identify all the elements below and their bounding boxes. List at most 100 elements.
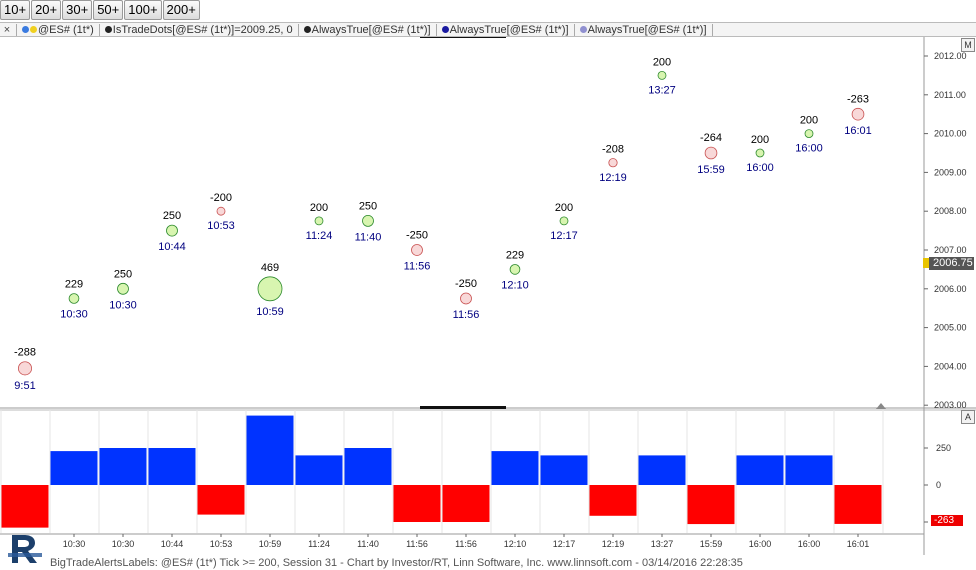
price-axis-label: 2011.00	[934, 90, 966, 100]
trade-time-label: 10:30	[60, 308, 88, 320]
min-size-button-30[interactable]: 30+	[62, 0, 93, 20]
trade-time-label: 12:10	[501, 279, 529, 291]
trade-dot	[460, 292, 472, 305]
min-size-button-50[interactable]: 50+	[93, 0, 124, 20]
trade-dot	[216, 206, 226, 216]
trade-size-label: 200	[653, 56, 671, 68]
min-size-button-100[interactable]: 100+	[124, 0, 162, 20]
volume-bar	[295, 455, 343, 485]
trade-time-label: 11:56	[404, 260, 431, 272]
volume-bar	[246, 415, 294, 485]
trade-size-label: 200	[310, 202, 328, 214]
time-axis-label: 16:01	[847, 539, 870, 549]
close-icon[interactable]: ×	[3, 23, 11, 36]
trade-time-label: 10:59	[256, 306, 284, 318]
time-axis-label: 16:00	[798, 539, 821, 549]
lower-axis-label: 250	[936, 443, 951, 453]
chart[interactable]: 2012.00 2011.00 2010.00 2009.00 2008.00 2007.…	[0, 37, 976, 570]
trade-time-label: 11:40	[355, 231, 382, 243]
trade-size-label: 250	[359, 200, 377, 212]
legend-bar: × @ES# (1t*) IsTradeDots[@ES# (1t*)]=2009…	[0, 22, 976, 37]
trade-size-label: -288	[14, 347, 36, 359]
price-axis-label: 2005.00	[934, 323, 967, 333]
trade-time-label: 13:27	[648, 84, 676, 96]
trade-time-label: 11:24	[306, 230, 333, 242]
trade-size-label: 469	[261, 262, 279, 274]
trade-dot	[657, 71, 667, 80]
time-axis-label: 10:30	[112, 539, 135, 549]
legend-dot-icon	[579, 26, 587, 33]
trade-time-label: 10:44	[158, 241, 186, 253]
volume-bar	[540, 455, 588, 485]
volume-bar	[736, 455, 784, 485]
min-size-button-20[interactable]: 20+	[31, 0, 62, 20]
volume-bar	[1, 485, 49, 528]
trade-size-label: -200	[210, 192, 232, 204]
trade-dot	[559, 216, 569, 226]
legend-item-label: IsTradeDots[@ES# (1t*)]=2009.25, 0	[112, 23, 293, 36]
trade-dot	[117, 282, 129, 295]
sub-pane-button[interactable]: A	[961, 410, 975, 424]
trade-time-label: 10:30	[109, 299, 137, 311]
legend-item-label: AlwaysTrue[@ES# (1t*)]	[311, 23, 431, 36]
legend-item[interactable]: AlwaysTrue[@ES# (1t*)]	[439, 24, 572, 36]
time-axis-label: 10:53	[210, 539, 233, 549]
trade-size-label: -208	[602, 143, 624, 155]
trade-size-label: 200	[555, 202, 573, 214]
time-axis-label: 12:17	[553, 539, 576, 549]
trade-time-label: 12:17	[550, 230, 578, 242]
legend-item-label: AlwaysTrue[@ES# (1t*)]	[449, 23, 569, 36]
trade-dot	[411, 244, 423, 256]
legend-item[interactable]: AlwaysTrue[@ES# (1t*)]	[577, 24, 710, 36]
trade-dot	[851, 107, 865, 121]
trade-time-label: 11:56	[453, 309, 480, 321]
scroll-triangle-icon	[876, 403, 886, 409]
legend-item-label: AlwaysTrue[@ES# (1t*)]	[587, 23, 707, 36]
main-pane-button[interactable]: M	[961, 38, 975, 52]
trade-dot	[804, 129, 814, 138]
price-axis-label: 2004.00	[934, 361, 967, 371]
trade-size-label: -264	[700, 132, 722, 144]
volume-bar	[834, 485, 882, 524]
trade-time-label: 9:51	[14, 380, 35, 392]
divider	[16, 23, 17, 36]
volume-bar	[442, 485, 490, 522]
trade-size-label: 200	[800, 115, 818, 127]
last-bar-value-tag: -263	[931, 515, 963, 526]
legend-item[interactable]: IsTradeDots[@ES# (1t*)]=2009.25, 0	[102, 24, 296, 36]
price-axis-label: 2006.00	[934, 284, 967, 294]
trade-time-label: 12:19	[599, 172, 627, 184]
trade-dot	[362, 214, 374, 227]
time-axis-label: 16:00	[749, 539, 772, 549]
trade-time-label: 16:00	[746, 162, 774, 174]
trade-time-label: 10:53	[207, 220, 235, 232]
legend-item-label: @ES# (1t*)	[38, 23, 94, 36]
volume-bar	[687, 485, 735, 525]
time-axis-label: 11:24	[308, 539, 330, 549]
time-axis-label: 11:56	[406, 539, 428, 549]
min-size-button-200[interactable]: 200+	[162, 0, 200, 20]
legend-dot-icon	[104, 26, 112, 33]
trade-dot	[257, 276, 283, 302]
pane-splitter-handle	[420, 406, 506, 409]
legend-item[interactable]: AlwaysTrue[@ES# (1t*)]	[301, 24, 434, 36]
price-axis-label: 2009.00	[934, 167, 967, 177]
price-axis-label: 2008.00	[934, 206, 967, 216]
divider	[711, 23, 713, 36]
trade-size-label: -250	[406, 230, 428, 242]
trade-time-label: 16:00	[795, 143, 823, 155]
trade-size-label: -250	[455, 278, 477, 290]
trade-dot	[608, 158, 618, 168]
time-axis-label: 11:56	[455, 539, 477, 549]
volume-bar	[589, 485, 637, 516]
trade-size-label: -263	[847, 93, 869, 105]
volume-bar	[50, 451, 98, 485]
trade-dot	[166, 224, 178, 237]
trade-dot	[17, 361, 32, 376]
trade-time-label: 15:59	[697, 164, 725, 176]
legend-dot-icon	[22, 26, 29, 33]
volume-bar	[344, 448, 392, 485]
legend-item[interactable]: @ES# (1t*)	[19, 24, 97, 36]
min-size-button-10[interactable]: 10+	[0, 0, 31, 20]
status-bar: BigTradeAlertsLabels: @ES# (1t*) Tick >=…	[50, 557, 743, 569]
